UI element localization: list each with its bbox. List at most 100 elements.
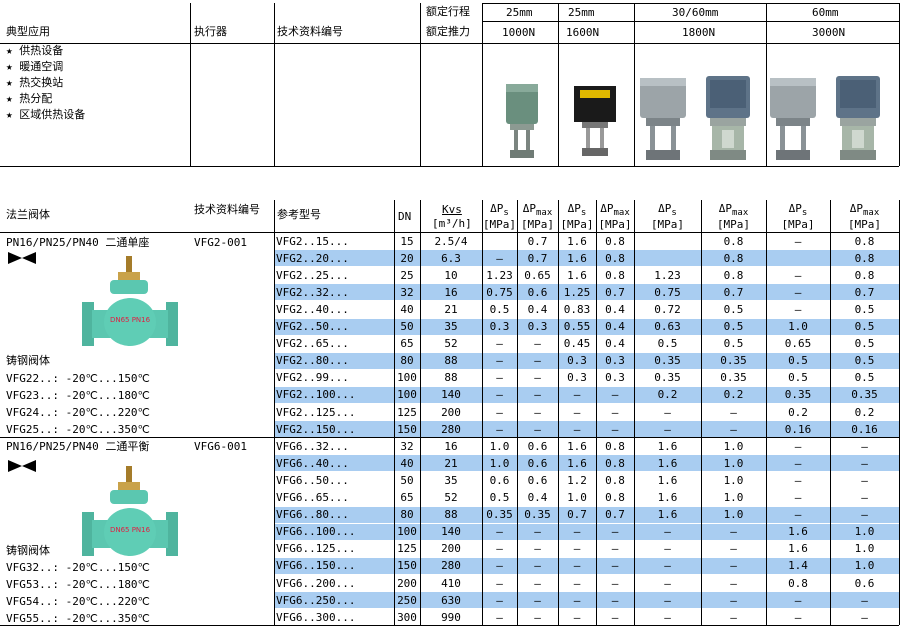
actuator-3000n-image-1	[770, 78, 816, 160]
dps-cell: 0.2	[657, 388, 678, 402]
dpmax-cell: 0.8	[605, 251, 625, 265]
dpmax-cell: –	[730, 525, 737, 539]
kvs-cell: 990	[441, 610, 461, 624]
dn-cell: 150	[397, 559, 417, 573]
dpmax-cell: 0.8	[605, 439, 625, 453]
dpmax-cell: 0.5	[854, 337, 875, 351]
dpmax-cell: 0.7	[527, 251, 548, 265]
header-kvs: Kvs	[442, 203, 462, 216]
dpmax-cell: –	[534, 559, 541, 573]
dps-cell: 0.5	[489, 491, 510, 504]
kvs-cell: 630	[441, 593, 461, 607]
kvs-cell: 21	[444, 456, 458, 470]
mpa-unit: [MPa]	[482, 218, 517, 232]
row-highlight	[274, 421, 899, 438]
dpmax-cell: 0.6	[527, 473, 548, 487]
mpa-unit: [MPa]	[716, 218, 751, 232]
model-cell: VFG2..80...	[276, 354, 349, 368]
dpmax-cell: 1.0	[723, 473, 744, 487]
dps-cell: –	[573, 405, 581, 419]
dn-cell: 80	[400, 354, 414, 368]
dpmax-cell: –	[861, 491, 868, 504]
model-cell: VFG6..50...	[276, 473, 349, 487]
kvs-cell: 35	[444, 473, 458, 487]
kvs-cell: 16	[444, 439, 458, 453]
dps-cell: –	[794, 439, 802, 453]
row-highlight	[274, 352, 899, 369]
dpmax-cell: –	[611, 525, 619, 539]
section-title-balanced: PN16/PN25/PN40 二通平衡	[6, 440, 150, 453]
dps-cell: 0.3	[567, 371, 587, 385]
valve-body-label: DN65 PN16	[110, 316, 151, 324]
kvs-cell: 200	[441, 405, 461, 419]
grid-line	[482, 200, 483, 626]
dpmax-cell: 0.8	[854, 251, 875, 265]
dps-cell: –	[664, 525, 671, 539]
grid-line	[274, 3, 275, 166]
row-highlight	[274, 557, 899, 574]
dps-cell: 1.2	[567, 473, 587, 487]
dn-cell: 40	[400, 302, 414, 316]
dps-cell: 0.72	[654, 302, 681, 316]
dn-cell: 65	[400, 337, 414, 351]
temp-range: VFG32..: -20℃...150℃	[6, 561, 150, 574]
model-cell: VFG6..250...	[276, 593, 356, 607]
header-dn: DN	[398, 210, 412, 223]
dps-cell: –	[664, 576, 671, 590]
grid-line	[190, 3, 191, 166]
dn-cell: 20	[400, 251, 414, 265]
section-doc-single-seat: VFG2-001	[194, 236, 247, 249]
model-cell: VFG2..99...	[276, 371, 349, 385]
delta-p-symbol: ΔP	[849, 202, 863, 215]
dps-cell: 1.0	[489, 456, 510, 470]
model-cell: VFG6..100...	[276, 525, 356, 539]
kvs-cell: 140	[441, 388, 461, 402]
two-way-valve-icon	[8, 460, 36, 472]
dpmax-cell: 0.7	[605, 508, 625, 522]
kvs-cell: 10	[444, 268, 458, 282]
dpmax-cell: –	[861, 593, 868, 607]
dpmax-cell: –	[611, 388, 619, 402]
dpmax-cell: 1.0	[854, 542, 875, 556]
dpmax-cell: 1.0	[723, 456, 744, 470]
dpmax-cell: 0.65	[524, 268, 551, 282]
delta-p-subscript: s	[671, 208, 677, 219]
row-highlight	[274, 592, 899, 609]
dps-cell: 0.7	[567, 508, 587, 522]
dpmax-cell: –	[730, 542, 737, 556]
delta-p-subscript: s	[801, 208, 808, 219]
dps-cell	[634, 250, 701, 267]
dps-cell: –	[496, 354, 503, 368]
header-application: 典型应用	[6, 25, 50, 38]
dps-cell: –	[496, 337, 503, 351]
dps-cell: 0.3	[489, 320, 510, 333]
kvs-cell: 52	[444, 337, 458, 351]
dpmax-cell: –	[730, 576, 737, 590]
rated-stroke-label: 额定行程	[426, 5, 470, 18]
header-doc-no: 技术资料编号	[277, 25, 343, 38]
delta-p-subscript: max	[731, 208, 749, 219]
dpmax-cell: 0.7	[854, 285, 875, 299]
dps-cell: –	[794, 508, 802, 522]
dps-cell: 1.25	[563, 285, 591, 299]
dpmax-cell: 0.3	[605, 354, 625, 368]
model-cell: VFG2..125...	[276, 405, 356, 419]
grid-line	[482, 3, 483, 166]
dpmax-cell: 0.8	[605, 234, 625, 248]
dpmax-cell: –	[534, 610, 541, 624]
delta-p-symbol: ΔP	[658, 202, 672, 215]
application-item: ★ 热分配	[6, 92, 53, 105]
dpmax-cell: 1.0	[723, 439, 744, 453]
valve-body-label: DN65 PN16	[110, 526, 151, 534]
dpmax-cell: 0.8	[723, 234, 744, 248]
force-4: 3000N	[812, 26, 846, 39]
dps-cell: –	[664, 593, 671, 607]
dps-cell: 0.35	[784, 388, 812, 402]
dpmax-cell: 0.35	[524, 508, 551, 522]
dps-cell	[766, 250, 830, 267]
dn-cell: 100	[397, 388, 417, 402]
dpmax-cell: 0.16	[851, 422, 878, 436]
row-highlight	[274, 523, 899, 540]
kvs-cell: 2.5/4	[434, 234, 468, 248]
actuator-1800n-image-1	[640, 78, 686, 160]
